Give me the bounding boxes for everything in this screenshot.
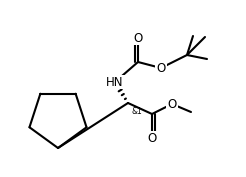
Text: HN: HN bbox=[106, 76, 124, 88]
Text: O: O bbox=[156, 61, 166, 75]
Text: O: O bbox=[147, 132, 157, 144]
Text: O: O bbox=[133, 32, 143, 44]
Text: &1: &1 bbox=[131, 107, 142, 116]
Text: O: O bbox=[167, 98, 177, 110]
